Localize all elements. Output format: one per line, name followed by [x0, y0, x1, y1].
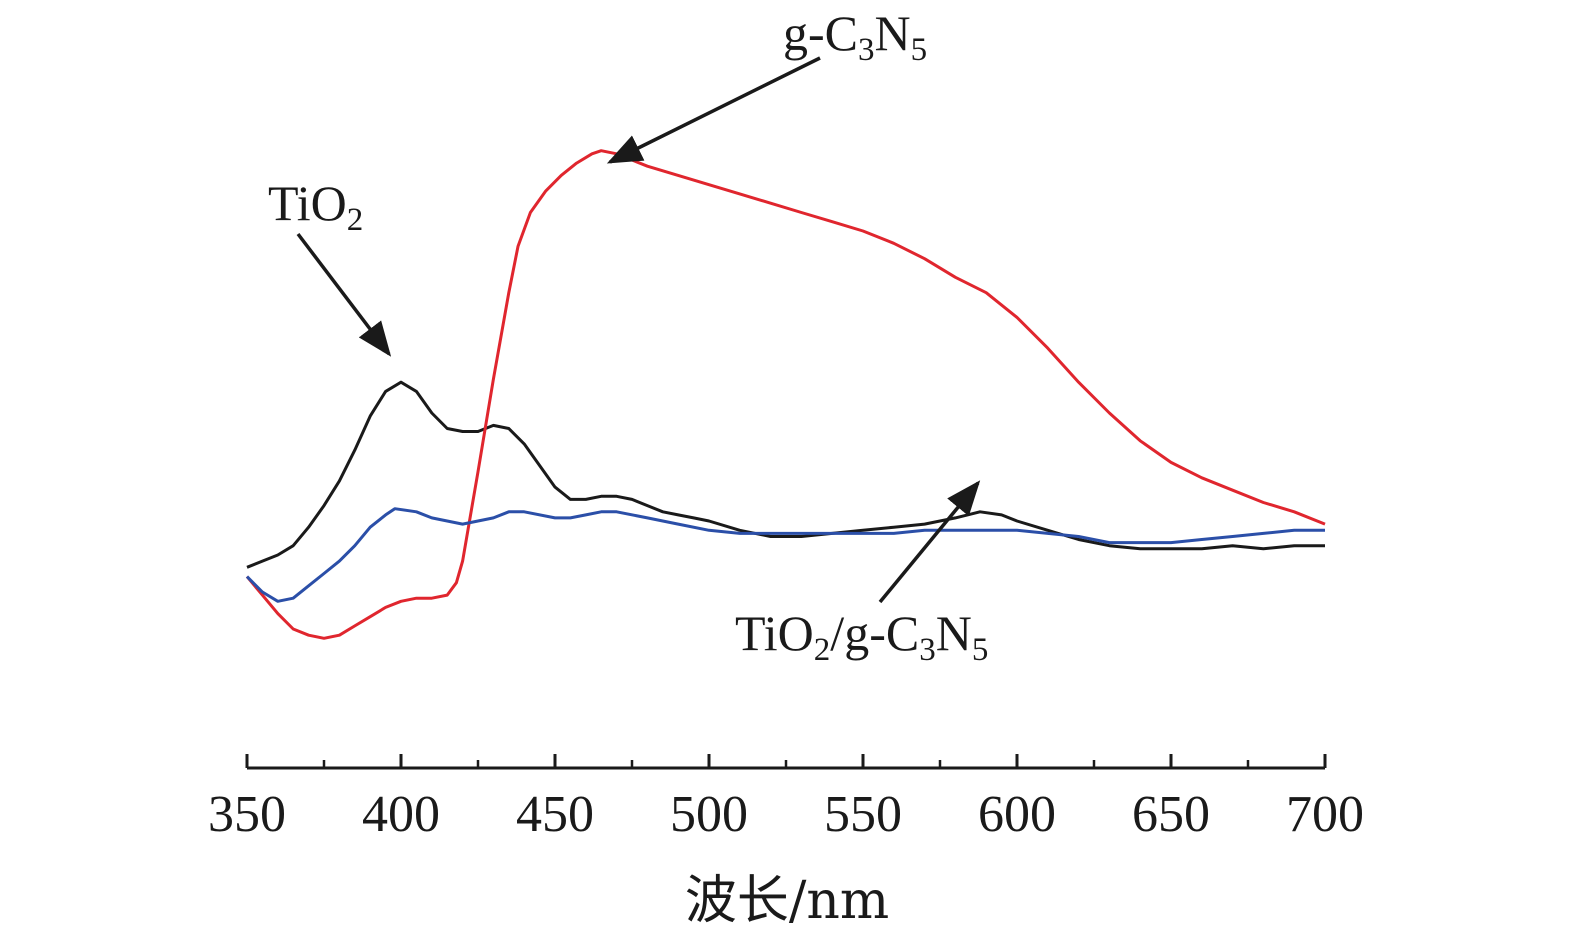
- x-tick-label: 500: [670, 786, 748, 843]
- annotation-arrow: [296, 232, 392, 357]
- annotation-label: TiO2/g-C3N5: [735, 605, 988, 668]
- annotation-label: g-C3N5: [783, 5, 927, 68]
- x-tick-label: 550: [824, 786, 902, 843]
- annotations: g-C3N5 TiO2 TiO2/g-C3N5: [268, 5, 988, 668]
- annotation-arrow: [878, 480, 981, 604]
- x-axis-title: 波长/nm: [685, 871, 889, 931]
- x-tick-label: 350: [208, 786, 286, 843]
- x-tick-label: 400: [362, 786, 440, 843]
- x-tick-label: 650: [1132, 786, 1210, 843]
- series-lines: [245, 149, 1326, 640]
- x-tick-label: 450: [516, 786, 594, 843]
- annotation-arrow: [606, 56, 821, 164]
- series-line-g-c3n5: [245, 149, 1326, 640]
- series-line-tio2: [246, 380, 1325, 569]
- series-line-tio2-g-c3n5: [245, 507, 1325, 603]
- x-tick-label: 700: [1286, 786, 1364, 843]
- x-axis: 350 400 450 500 550 600 650 700: [208, 754, 1364, 843]
- x-tick-label: 600: [978, 786, 1056, 843]
- annotation-label: TiO2: [268, 175, 363, 238]
